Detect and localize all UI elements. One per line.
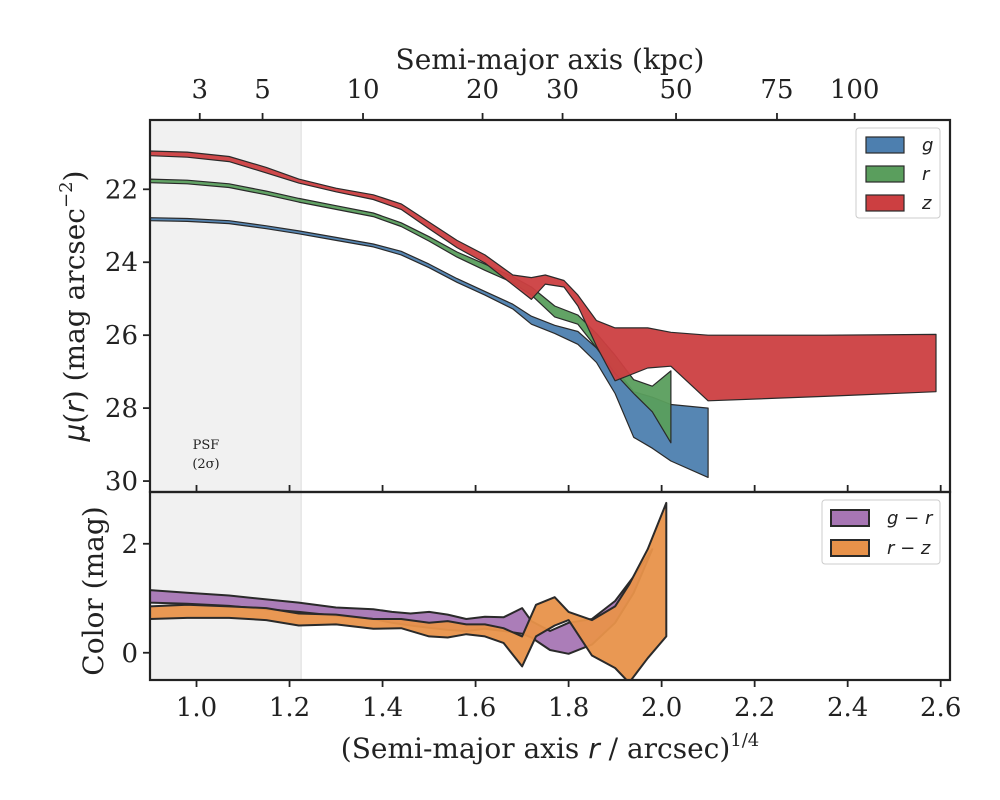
- sb-legend-label: r: [922, 164, 931, 185]
- color-profile-bands: [150, 501, 668, 680]
- top-axis-kpc-tick-label: 50: [659, 75, 692, 105]
- sb-band-z: [150, 150, 937, 402]
- sb-legend-swatch: [865, 165, 905, 183]
- sb-band-g: [150, 217, 709, 478]
- color-band-rz: [150, 501, 668, 680]
- top-axis-kpc-tick-label: 3: [191, 75, 208, 105]
- bottom-xtick-label: 1.4: [362, 693, 403, 723]
- bottom-xtick-label: 1.8: [548, 693, 589, 723]
- sb-legend-swatch: [865, 194, 905, 212]
- surface-brightness-bands: [150, 150, 937, 478]
- bottom-legend: g − r r − z: [821, 499, 941, 565]
- sb-legend-label: z: [921, 193, 932, 214]
- bottom-panel-ytick-label: 2: [121, 530, 138, 560]
- top-axis-kpc-tick-label: 10: [346, 75, 379, 105]
- bottom-panel-ytick-label: 0: [121, 639, 138, 669]
- sb-band-r: [150, 178, 672, 444]
- top-axis-kpc-tick-label: 100: [830, 75, 880, 105]
- psf-sigma-label: (2σ): [192, 457, 219, 472]
- top-panel-ytick-label: 22: [105, 175, 138, 205]
- color-legend-label: r − z: [887, 538, 931, 559]
- bottom-xtick-label: 1.6: [455, 693, 496, 723]
- top-axis-kpc-tick-label: 30: [546, 75, 579, 105]
- sb-legend-swatch: [865, 136, 905, 154]
- top-panel-ytick-label: 26: [105, 321, 138, 351]
- bottom-xtick-label: 1.0: [176, 693, 217, 723]
- top-panel-ytick-label: 24: [105, 248, 138, 278]
- top-axis-kpc-tick-label: 20: [466, 75, 499, 105]
- top-panel-ytick-label: 30: [105, 467, 138, 497]
- bottom-panel-frame: [148, 490, 952, 682]
- top-axis-kpc-tick-label: 5: [254, 75, 271, 105]
- bottom-xtick-label: 2.0: [641, 693, 682, 723]
- bottom-xtick-label: 1.2: [269, 693, 310, 723]
- color-legend-label: g − r: [887, 508, 934, 529]
- color-legend-swatch: [830, 539, 870, 557]
- top-panel-ytick-label: 28: [105, 394, 138, 424]
- top-y-axis-title: μ(r) (mag arcsec−2): [56, 171, 91, 443]
- psf-label: PSF: [193, 438, 220, 453]
- top-x-axis-title: Semi-major axis (kpc): [396, 43, 705, 76]
- bottom-xtick-label: 2.4: [827, 693, 868, 723]
- sb-legend-label: g: [922, 135, 933, 156]
- x-axis-title: (Semi-major axis r / arcsec)1/4: [341, 730, 759, 765]
- color-legend-swatch: [830, 509, 870, 527]
- bottom-y-axis-title: Color (mag): [77, 506, 110, 675]
- psf-shaded-region-bottom: [149, 491, 302, 681]
- top-legend: grz: [855, 127, 941, 219]
- bottom-xtick-label: 2.2: [734, 693, 775, 723]
- bottom-xtick-label: 2.6: [920, 693, 961, 723]
- top-axis-kpc-tick-label: 75: [760, 75, 793, 105]
- axis-ticks: 1.0 1.2 1.4 1.6 1.8 2.0 2.2 2.4 2.6 22 24 26 28 30 0 2 3…: [105, 75, 961, 723]
